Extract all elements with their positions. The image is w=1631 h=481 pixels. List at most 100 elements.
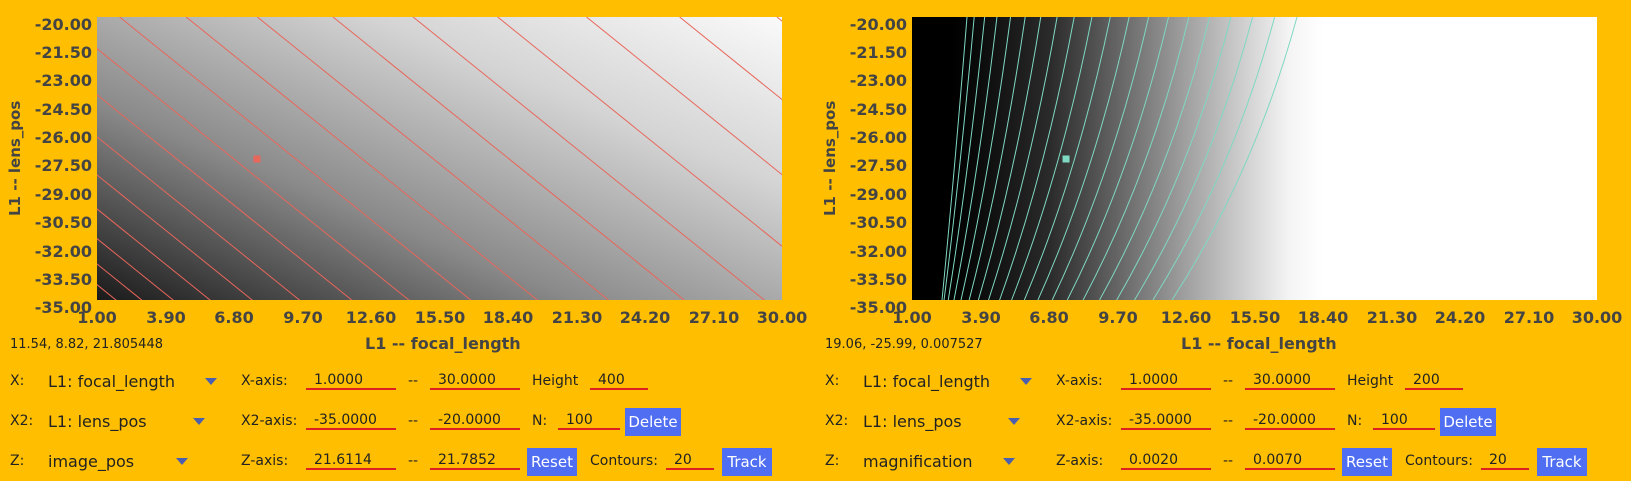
x-axis-label: L1 -- focal_length — [365, 334, 521, 353]
x2-axis-min-field[interactable]: -35.0000 — [1121, 410, 1211, 430]
y-tick: -23.00 — [849, 71, 907, 90]
x-variable-select[interactable]: L1: focal_length — [48, 372, 176, 391]
contour-line — [97, 208, 211, 300]
range-dash: -- — [1223, 373, 1234, 389]
y-tick: -29.00 — [34, 185, 92, 204]
x-tick: 21.30 — [1366, 308, 1418, 327]
x-tick: 15.50 — [1229, 308, 1281, 327]
x-label: X: — [825, 373, 840, 389]
contour-line — [1051, 17, 1150, 300]
z-axis-label-text: Z-axis: — [1056, 453, 1104, 469]
contour-line — [1152, 17, 1276, 300]
x-tick: 21.30 — [551, 308, 603, 327]
x-variable-select[interactable]: L1: focal_length — [863, 372, 991, 391]
x2-axis-max-field[interactable]: -20.0000 — [430, 410, 520, 430]
x-tick: 3.90 — [146, 308, 186, 327]
n-label: N: — [532, 413, 548, 429]
x2-variable-select[interactable]: L1: lens_pos — [863, 412, 962, 431]
x-axis-max-field[interactable]: 30.0000 — [430, 370, 520, 390]
contour-line — [988, 17, 1058, 300]
y-tick: -20.00 — [849, 15, 907, 34]
y-tick: -27.50 — [849, 156, 907, 175]
z-axis-min-field[interactable]: 0.0020 — [1121, 450, 1211, 470]
n-field[interactable]: 100 — [1373, 410, 1435, 430]
reset-button[interactable]: Reset — [1342, 448, 1392, 476]
x2-label: X2: — [10, 413, 34, 429]
range-dash: -- — [408, 413, 419, 429]
y-tick: -32.00 — [34, 242, 92, 261]
x-ticks: 1.00 3.90 6.80 9.70 12.60 15.50 18.40 21… — [60, 308, 820, 328]
contours-field[interactable]: 20 — [1481, 450, 1529, 470]
y-axis-label: L1 -- lens_pos — [821, 100, 839, 216]
range-dash: -- — [1223, 413, 1234, 429]
track-button[interactable]: Track — [1537, 448, 1587, 476]
x-tick: 1.00 — [892, 308, 932, 327]
x-tick: 18.40 — [482, 308, 534, 327]
x2-axis-max-field[interactable]: -20.0000 — [1245, 410, 1335, 430]
x2-variable-select[interactable]: L1: lens_pos — [48, 412, 147, 431]
contour-line — [968, 17, 1026, 300]
x2-axis-label-text: X2-axis: — [241, 413, 298, 429]
contour-line — [97, 174, 253, 300]
chevron-down-icon[interactable] — [1020, 378, 1032, 385]
chevron-down-icon[interactable] — [1003, 458, 1015, 465]
chevron-down-icon[interactable] — [176, 458, 188, 465]
y-tick: -33.50 — [34, 270, 92, 289]
chevron-down-icon[interactable] — [193, 418, 205, 425]
contours-field[interactable]: 20 — [666, 450, 714, 470]
contour-line — [1037, 17, 1130, 300]
y-tick: -35.00 — [34, 298, 92, 317]
z-axis-min-field[interactable]: 21.6114 — [306, 450, 396, 470]
delete-button[interactable]: Delete — [625, 408, 681, 436]
x2-axis-label-text: X2-axis: — [1056, 413, 1113, 429]
height-field[interactable]: 200 — [1405, 370, 1463, 390]
delete-button[interactable]: Delete — [1440, 408, 1496, 436]
contour-plot[interactable] — [912, 17, 1597, 300]
range-dash: -- — [408, 453, 419, 469]
track-button[interactable]: Track — [722, 448, 772, 476]
x-control-row: X: L1: focal_length X-axis: 1.0000 -- 30… — [815, 364, 1630, 398]
z-control-row: Z: magnification Z-axis: 0.0020 -- 0.007… — [815, 444, 1630, 478]
x-tick: 27.10 — [688, 308, 740, 327]
x-tick: 1.00 — [77, 308, 117, 327]
x-axis-max-field[interactable]: 30.0000 — [1245, 370, 1335, 390]
y-tick: -30.50 — [34, 213, 92, 232]
z-variable-select[interactable]: image_pos — [48, 452, 135, 471]
n-field[interactable]: 100 — [558, 410, 620, 430]
z-axis-max-field[interactable]: 0.0070 — [1245, 450, 1335, 470]
x-label: X: — [10, 373, 25, 389]
x-axis-min-field[interactable]: 1.0000 — [306, 370, 396, 390]
contour-line — [97, 94, 353, 300]
height-field[interactable]: 400 — [590, 370, 648, 390]
contour-plot-svg[interactable] — [97, 17, 782, 300]
contour-line — [1134, 17, 1254, 300]
reset-button[interactable]: Reset — [527, 448, 577, 476]
contour-line — [97, 48, 410, 300]
x-axis-min-field[interactable]: 1.0000 — [1121, 370, 1211, 390]
contour-line — [412, 17, 766, 300]
cursor-coords: 11.54, 8.82, 21.805448 — [10, 337, 163, 352]
contour-line — [185, 17, 539, 300]
y-tick: -24.50 — [34, 100, 92, 119]
contour-line — [1023, 17, 1111, 300]
range-dash: -- — [1223, 453, 1234, 469]
contour-plot-svg[interactable] — [912, 17, 1597, 300]
contour-plot[interactable] — [97, 17, 782, 300]
z-axis-max-field[interactable]: 21.7852 — [430, 450, 520, 470]
contour-line — [1082, 17, 1190, 300]
contour-line — [97, 136, 301, 300]
contour-lines — [941, 17, 1298, 300]
contour-lines — [97, 17, 782, 300]
chevron-down-icon[interactable] — [1008, 418, 1020, 425]
y-tick: -21.50 — [849, 43, 907, 62]
contour-line — [1066, 17, 1169, 300]
y-tick: -21.50 — [34, 43, 92, 62]
chevron-down-icon[interactable] — [205, 378, 217, 385]
x2-axis-min-field[interactable]: -35.0000 — [306, 410, 396, 430]
contour-line — [1099, 17, 1211, 300]
y-tick: -35.00 — [849, 298, 907, 317]
contour-line — [941, 17, 968, 300]
contour-line — [960, 17, 1012, 300]
x-axis-label-text: X-axis: — [241, 373, 288, 389]
z-variable-select[interactable]: magnification — [863, 452, 973, 471]
